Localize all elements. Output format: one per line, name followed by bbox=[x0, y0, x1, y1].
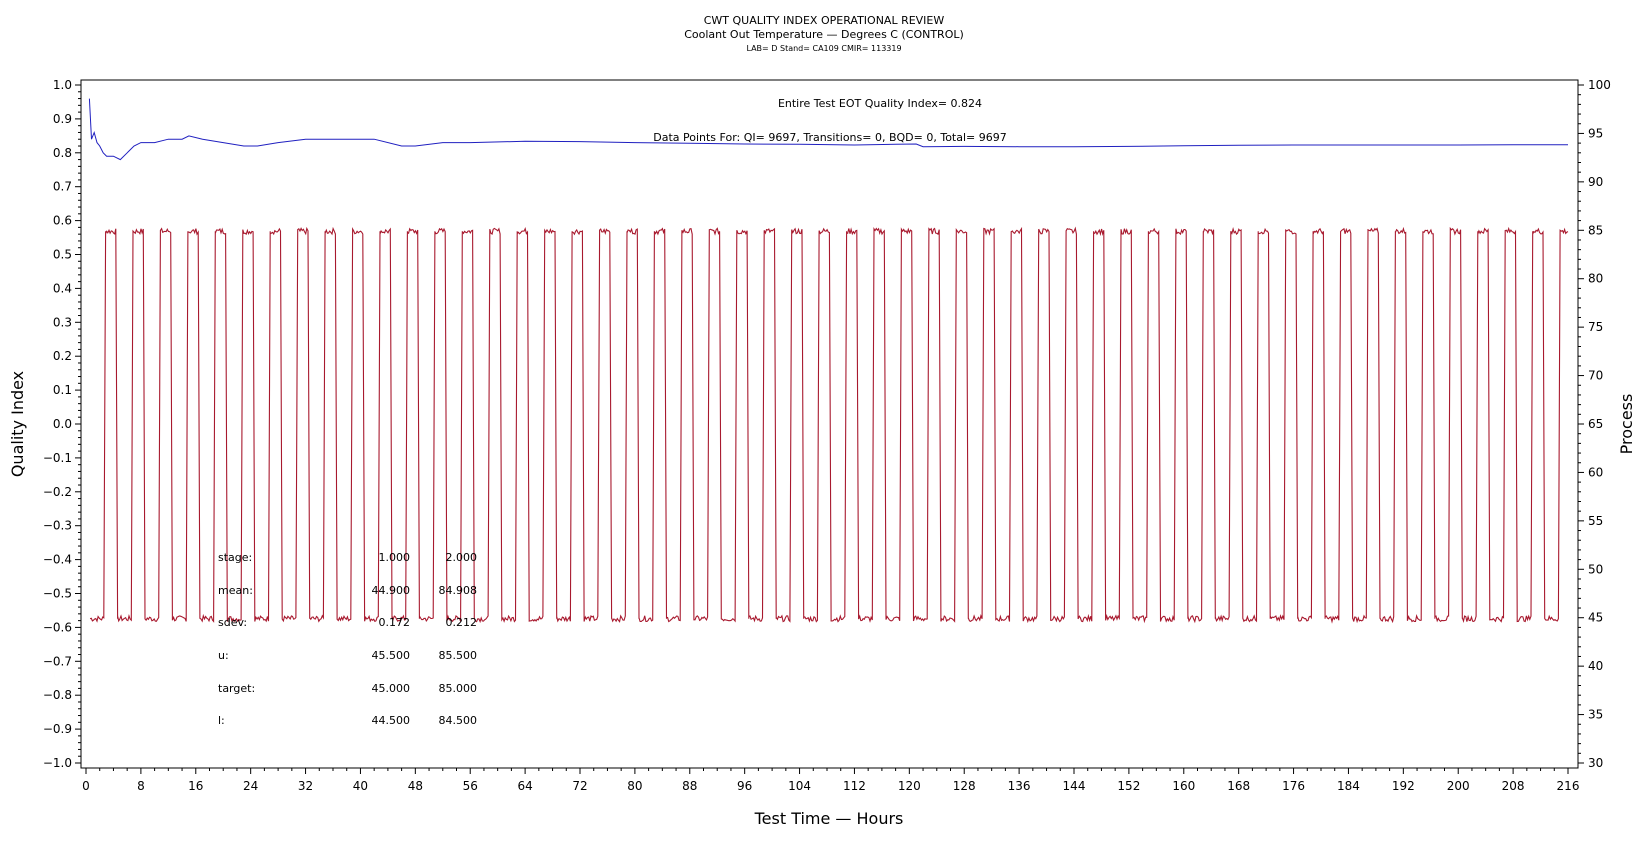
stats-value-stage2: 2.000 bbox=[446, 551, 478, 564]
stats-row-label: mean: bbox=[218, 584, 253, 597]
x-tick-label: 40 bbox=[353, 779, 368, 793]
stats-value-stage2: 84.500 bbox=[439, 714, 478, 727]
stats-value-stage2: 85.500 bbox=[439, 649, 478, 662]
y-tick-label: 0.8 bbox=[53, 146, 72, 160]
stats-value-stage2: 84.908 bbox=[439, 584, 478, 597]
x-tick-label: 48 bbox=[408, 779, 423, 793]
y-axis-label: Quality Index bbox=[8, 371, 27, 477]
y-tick-label: −0.7 bbox=[43, 654, 72, 668]
y-tick-label: −0.8 bbox=[43, 688, 72, 702]
data-points-annotation: Data Points For: QI= 9697, Transitions= … bbox=[653, 131, 1007, 144]
y-tick-label: 1.0 bbox=[53, 78, 72, 92]
x-tick-label: 80 bbox=[627, 779, 642, 793]
y-tick-label: 0.5 bbox=[53, 248, 72, 262]
y-tick-label: −0.9 bbox=[43, 722, 72, 736]
x-tick-label: 104 bbox=[788, 779, 811, 793]
stats-row-label: u: bbox=[218, 649, 229, 662]
x-tick-label: 184 bbox=[1337, 779, 1360, 793]
y-tick-label: −0.5 bbox=[43, 587, 72, 601]
x-tick-label: 56 bbox=[463, 779, 478, 793]
y2-axis-label: Process bbox=[1617, 394, 1636, 455]
stats-row-label: l: bbox=[218, 714, 225, 727]
x-tick-label: 24 bbox=[243, 779, 258, 793]
stats-value-stage1: 1.000 bbox=[379, 551, 411, 564]
x-tick-label: 88 bbox=[682, 779, 697, 793]
x-tick-label: 176 bbox=[1282, 779, 1305, 793]
x-tick-label: 216 bbox=[1557, 779, 1580, 793]
x-tick-label: 96 bbox=[737, 779, 752, 793]
y-tick-label: −0.2 bbox=[43, 485, 72, 499]
x-tick-label: 72 bbox=[572, 779, 587, 793]
y-tick-label: 0.2 bbox=[53, 349, 72, 363]
x-tick-label: 136 bbox=[1008, 779, 1031, 793]
stats-value-stage1: 45.500 bbox=[372, 649, 411, 662]
y-tick-label: 0.4 bbox=[53, 281, 72, 295]
y2-tick-label: 55 bbox=[1588, 514, 1603, 528]
stats-table: stage: 1.000 2.000 mean: 44.900 84.908 sdev: 0.… bbox=[218, 551, 477, 727]
y-tick-label: 0.7 bbox=[53, 180, 72, 194]
y-tick-label: 0.6 bbox=[53, 214, 72, 228]
x-tick-label: 152 bbox=[1117, 779, 1140, 793]
x-tick-label: 192 bbox=[1392, 779, 1415, 793]
stats-value-stage2: 85.000 bbox=[439, 682, 478, 695]
x-tick-label: 144 bbox=[1063, 779, 1086, 793]
y-axis-right: 30 35 40 45 50 55 60 65 70 75 80 85 90 95 100 bbox=[1578, 78, 1611, 770]
x-tick-label: 160 bbox=[1172, 779, 1195, 793]
chart-title: CWT QUALITY INDEX OPERATIONAL REVIEW bbox=[704, 14, 945, 27]
series-layer bbox=[88, 98, 1569, 624]
y2-tick-label: 95 bbox=[1588, 126, 1603, 140]
plot-frame bbox=[80, 79, 1579, 769]
x-tick-label: 0 bbox=[82, 779, 90, 793]
y2-tick-label: 85 bbox=[1588, 223, 1603, 237]
stats-row-label: stage: bbox=[218, 551, 252, 564]
y2-tick-label: 100 bbox=[1588, 78, 1611, 92]
x-axis-label: Test Time — Hours bbox=[754, 809, 904, 828]
stats-row-label: target: bbox=[218, 682, 255, 695]
y-tick-label: 0.9 bbox=[53, 112, 72, 126]
x-tick-label: 208 bbox=[1502, 779, 1525, 793]
stats-value-stage1: 45.000 bbox=[372, 682, 411, 695]
x-tick-label: 112 bbox=[843, 779, 866, 793]
stats-value-stage1: 0.172 bbox=[379, 616, 411, 629]
y-axis-left: −1.0 −0.9 −0.8 −0.7 −0.6 −0.5 −0.4 −0.3 −0.2 −0.1… bbox=[43, 78, 81, 770]
x-axis: 0 8 16 24 32 40 48 56 64 72 80 88 96 104 112 120 128 136 1… bbox=[82, 768, 1579, 793]
y-tick-label: −0.3 bbox=[43, 519, 72, 533]
y-tick-label: 0.1 bbox=[53, 383, 72, 397]
stats-value-stage2: 0.212 bbox=[446, 616, 478, 629]
y2-tick-label: 30 bbox=[1588, 756, 1603, 770]
y-tick-label: −1.0 bbox=[43, 756, 72, 770]
quality-index-series-line bbox=[88, 98, 1568, 161]
stats-row-label: sdev: bbox=[218, 616, 247, 629]
x-tick-label: 200 bbox=[1447, 779, 1470, 793]
y2-tick-label: 45 bbox=[1588, 611, 1603, 625]
x-tick-label: 168 bbox=[1227, 779, 1250, 793]
y2-tick-label: 70 bbox=[1588, 369, 1603, 383]
y2-tick-label: 35 bbox=[1588, 708, 1603, 722]
y-tick-label: −0.1 bbox=[43, 451, 72, 465]
x-tick-label: 128 bbox=[953, 779, 976, 793]
y2-tick-label: 75 bbox=[1588, 320, 1603, 334]
x-tick-label: 120 bbox=[898, 779, 921, 793]
x-tick-label: 16 bbox=[188, 779, 203, 793]
x-tick-label: 32 bbox=[298, 779, 313, 793]
y2-tick-label: 40 bbox=[1588, 659, 1603, 673]
chart-subtitle-meta: LAB= D Stand= CA109 CMIR= 113319 bbox=[746, 44, 901, 53]
x-tick-label: 64 bbox=[517, 779, 532, 793]
y2-tick-label: 90 bbox=[1588, 175, 1603, 189]
stats-value-stage1: 44.900 bbox=[372, 584, 411, 597]
y-tick-label: 0.0 bbox=[53, 417, 72, 431]
y-tick-label: 0.3 bbox=[53, 315, 72, 329]
chart-subtitle: Coolant Out Temperature — Degrees C (CON… bbox=[684, 28, 964, 41]
y2-tick-label: 65 bbox=[1588, 417, 1603, 431]
process-series-line bbox=[89, 226, 1569, 624]
y2-tick-label: 50 bbox=[1588, 562, 1603, 576]
y2-tick-label: 80 bbox=[1588, 272, 1603, 286]
y2-tick-label: 60 bbox=[1588, 465, 1603, 479]
y-tick-label: −0.4 bbox=[43, 553, 72, 567]
eot-quality-index-annotation: Entire Test EOT Quality Index= 0.824 bbox=[778, 97, 982, 110]
x-tick-label: 8 bbox=[137, 779, 145, 793]
stats-value-stage1: 44.500 bbox=[372, 714, 411, 727]
y-tick-label: −0.6 bbox=[43, 620, 72, 634]
